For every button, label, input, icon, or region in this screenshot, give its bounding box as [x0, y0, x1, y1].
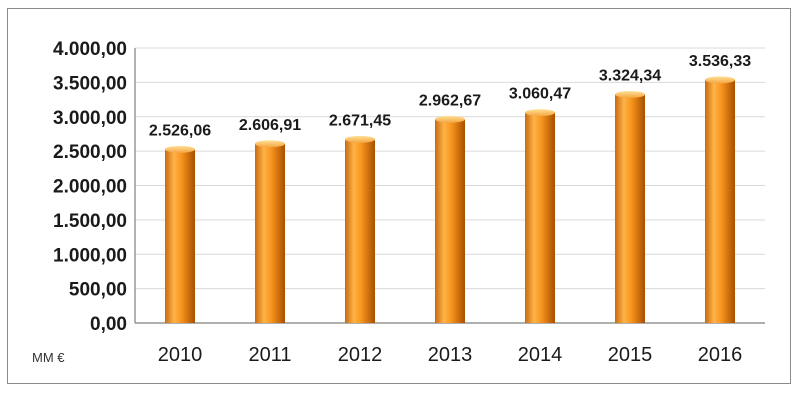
bar-cap: [255, 140, 285, 148]
data-label: 2.671,45: [329, 112, 391, 129]
bar-2011: [255, 140, 285, 323]
bar-cap: [435, 115, 465, 123]
bar-cap: [345, 135, 375, 143]
bar-cap: [615, 90, 645, 98]
y-tick-label: 3.000,00: [53, 108, 127, 129]
y-tick-label: 1.500,00: [53, 211, 127, 232]
data-labels: 2.526,06 2.606,91 2.671,45 2.962,67 3.060,47…: [149, 53, 751, 139]
bar-2014: [525, 109, 555, 324]
x-tick-label: 2012: [338, 344, 383, 366]
bar: [165, 149, 195, 323]
data-label: 2.962,67: [419, 92, 481, 109]
y-tick-label: 3.500,00: [53, 73, 127, 94]
data-label: 3.060,47: [509, 86, 571, 103]
bar: [345, 139, 375, 323]
data-label: 2.526,06: [149, 122, 211, 139]
bar-2016: [705, 76, 735, 323]
x-tick-label: 2015: [608, 344, 653, 366]
unit-label: MM €: [32, 350, 65, 365]
y-tick-labels: 0,00 500,00 1.000,00 1.500,00 2.000,00 2.500,…: [53, 39, 127, 335]
data-label: 3.324,34: [599, 67, 661, 84]
chart-frame: [7, 8, 791, 384]
bar-2012: [345, 135, 375, 323]
data-label: 3.536,33: [689, 53, 751, 70]
bar-cap: [525, 109, 555, 117]
bar-2010: [165, 145, 195, 323]
bar-2015: [615, 90, 645, 323]
x-tick-label: 2013: [428, 344, 473, 366]
bar-cap: [165, 145, 195, 153]
y-tick-label: 0,00: [90, 314, 127, 335]
y-tick-label: 4.000,00: [53, 39, 127, 60]
bar: [525, 112, 555, 324]
x-tick-label: 2011: [248, 344, 291, 366]
y-tick-label: 2.500,00: [53, 142, 127, 163]
y-tick-label: 1.000,00: [53, 245, 127, 266]
bar: [615, 94, 645, 323]
bar: [435, 119, 465, 323]
bar: [255, 143, 285, 323]
bar: [705, 79, 735, 323]
x-tick-label: 2010: [158, 344, 203, 366]
bars: [165, 76, 735, 324]
bar-cap: [705, 76, 735, 84]
y-tick-label: 2.000,00: [53, 177, 127, 198]
x-tick-label: 2016: [698, 344, 743, 366]
y-tick-label: 500,00: [69, 280, 127, 301]
bar-2013: [435, 115, 465, 323]
x-tick-labels: 2010 2011 2012 2013 2014 2015 2016: [158, 344, 743, 366]
x-tick-label: 2014: [518, 344, 563, 366]
data-label: 2.606,91: [239, 117, 301, 134]
